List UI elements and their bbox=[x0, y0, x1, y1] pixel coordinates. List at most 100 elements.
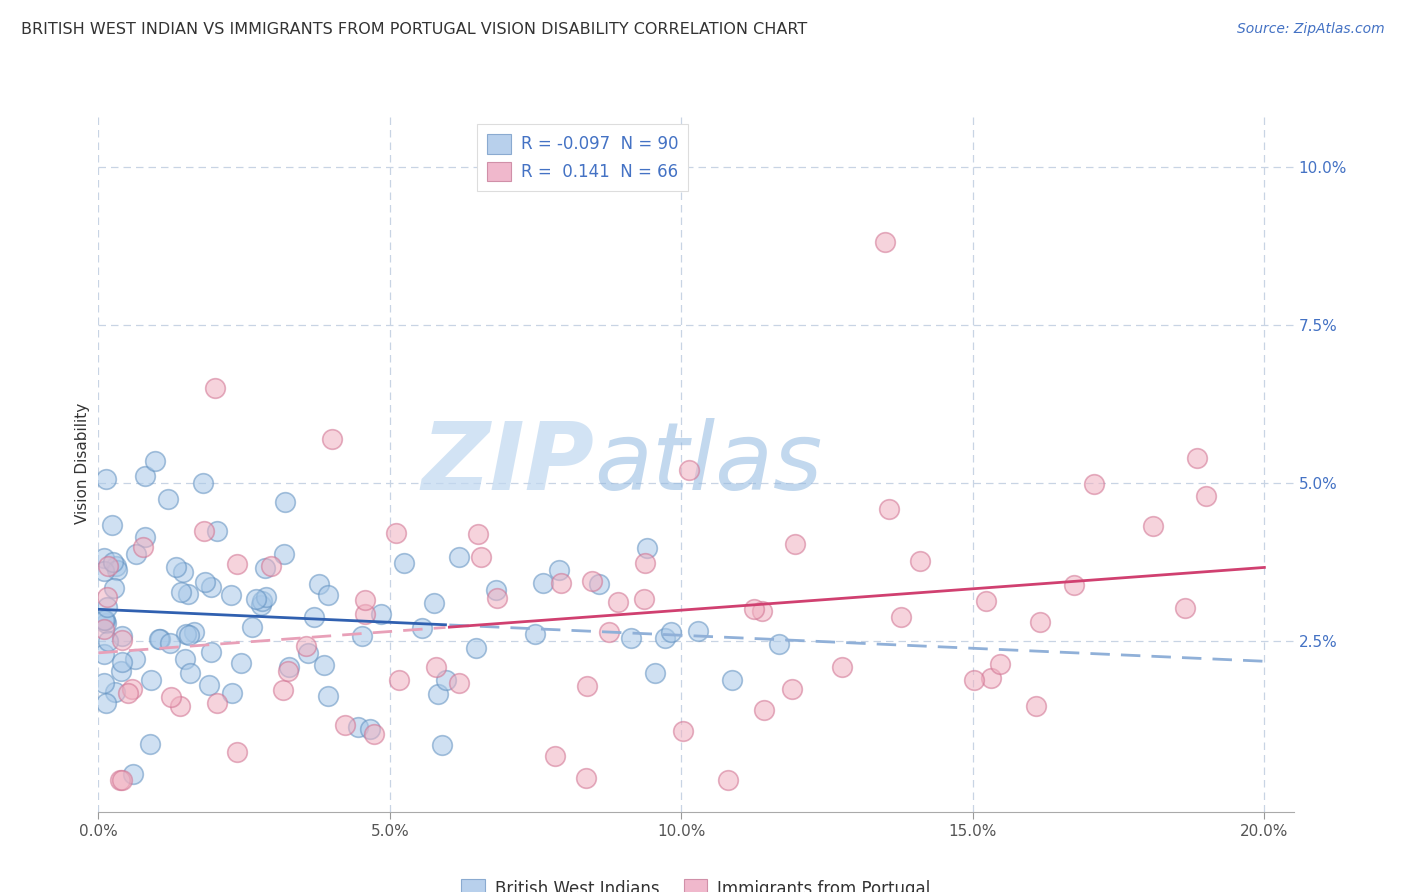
Point bbox=[96, 591, 118, 605]
Text: atlas: atlas bbox=[595, 418, 823, 509]
Point bbox=[124, 652, 146, 666]
Point bbox=[575, 771, 598, 785]
Point bbox=[149, 632, 172, 646]
Point bbox=[174, 652, 197, 666]
Point bbox=[350, 629, 373, 643]
Point bbox=[316, 689, 339, 703]
Point bbox=[124, 547, 146, 561]
Point bbox=[205, 524, 228, 539]
Point bbox=[139, 737, 162, 751]
Point bbox=[721, 673, 744, 687]
Point bbox=[103, 581, 125, 595]
Point bbox=[644, 665, 666, 680]
Point bbox=[470, 550, 492, 565]
Point bbox=[143, 454, 166, 468]
Point bbox=[271, 682, 294, 697]
Point bbox=[363, 727, 385, 741]
Legend: British West Indians, Immigrants from Portugal: British West Indians, Immigrants from Po… bbox=[454, 872, 938, 892]
Point bbox=[877, 502, 900, 516]
Point bbox=[768, 637, 790, 651]
Point bbox=[754, 703, 776, 717]
Point bbox=[359, 722, 381, 736]
Point bbox=[93, 622, 115, 636]
Point bbox=[1195, 490, 1218, 504]
Point bbox=[717, 773, 740, 788]
Point bbox=[94, 472, 117, 486]
Text: Source: ZipAtlas.com: Source: ZipAtlas.com bbox=[1237, 22, 1385, 37]
Point bbox=[425, 659, 447, 673]
Point bbox=[274, 495, 297, 509]
Point bbox=[890, 610, 912, 624]
Point bbox=[588, 577, 610, 591]
Point bbox=[225, 557, 247, 571]
Point bbox=[430, 738, 453, 752]
Point bbox=[295, 639, 318, 653]
Point bbox=[974, 594, 997, 608]
Point bbox=[159, 636, 181, 650]
Point bbox=[97, 559, 120, 574]
Point bbox=[523, 627, 546, 641]
Point bbox=[231, 656, 253, 670]
Point bbox=[619, 631, 641, 645]
Point bbox=[111, 773, 134, 788]
Point bbox=[94, 613, 117, 627]
Point bbox=[117, 685, 139, 699]
Point bbox=[654, 631, 676, 645]
Point bbox=[1185, 451, 1208, 466]
Point bbox=[316, 588, 339, 602]
Point bbox=[110, 664, 132, 678]
Point bbox=[159, 690, 181, 704]
Point bbox=[988, 657, 1011, 672]
Point bbox=[134, 530, 156, 544]
Point bbox=[659, 625, 682, 640]
Point bbox=[1063, 578, 1085, 592]
Text: ZIP: ZIP bbox=[422, 417, 595, 510]
Point bbox=[250, 594, 273, 608]
Point bbox=[176, 627, 198, 641]
Point bbox=[672, 723, 695, 738]
Point bbox=[93, 613, 115, 627]
Point bbox=[226, 745, 249, 759]
Point bbox=[531, 575, 554, 590]
Point bbox=[200, 580, 222, 594]
Point bbox=[277, 664, 299, 678]
Point bbox=[179, 628, 201, 642]
Point bbox=[198, 678, 221, 692]
Point bbox=[204, 381, 226, 395]
Point bbox=[411, 621, 433, 635]
Point bbox=[245, 591, 267, 606]
Point bbox=[447, 676, 470, 690]
Point bbox=[485, 582, 508, 597]
Text: BRITISH WEST INDIAN VS IMMIGRANTS FROM PORTUGAL VISION DISABILITY CORRELATION CH: BRITISH WEST INDIAN VS IMMIGRANTS FROM P… bbox=[21, 22, 807, 37]
Y-axis label: Vision Disability: Vision Disability bbox=[75, 403, 90, 524]
Point bbox=[1174, 601, 1197, 615]
Point bbox=[141, 673, 163, 687]
Point bbox=[423, 595, 446, 609]
Point bbox=[200, 644, 222, 658]
Point bbox=[780, 681, 803, 696]
Point bbox=[321, 432, 343, 446]
Point bbox=[449, 550, 471, 565]
Point bbox=[111, 632, 134, 647]
Point bbox=[606, 595, 628, 609]
Point bbox=[96, 599, 118, 614]
Point bbox=[392, 557, 415, 571]
Point bbox=[121, 681, 143, 696]
Point bbox=[249, 599, 271, 613]
Point bbox=[634, 556, 657, 570]
Point bbox=[633, 591, 655, 606]
Point bbox=[485, 591, 508, 606]
Point bbox=[93, 676, 115, 690]
Point bbox=[598, 625, 620, 640]
Point bbox=[302, 610, 325, 624]
Point bbox=[550, 576, 572, 591]
Point bbox=[785, 537, 807, 551]
Point bbox=[219, 588, 242, 602]
Point bbox=[169, 699, 191, 714]
Point bbox=[308, 576, 330, 591]
Point bbox=[1025, 698, 1047, 713]
Point bbox=[581, 574, 603, 589]
Point bbox=[678, 463, 700, 477]
Point bbox=[193, 475, 215, 490]
Point bbox=[465, 640, 488, 655]
